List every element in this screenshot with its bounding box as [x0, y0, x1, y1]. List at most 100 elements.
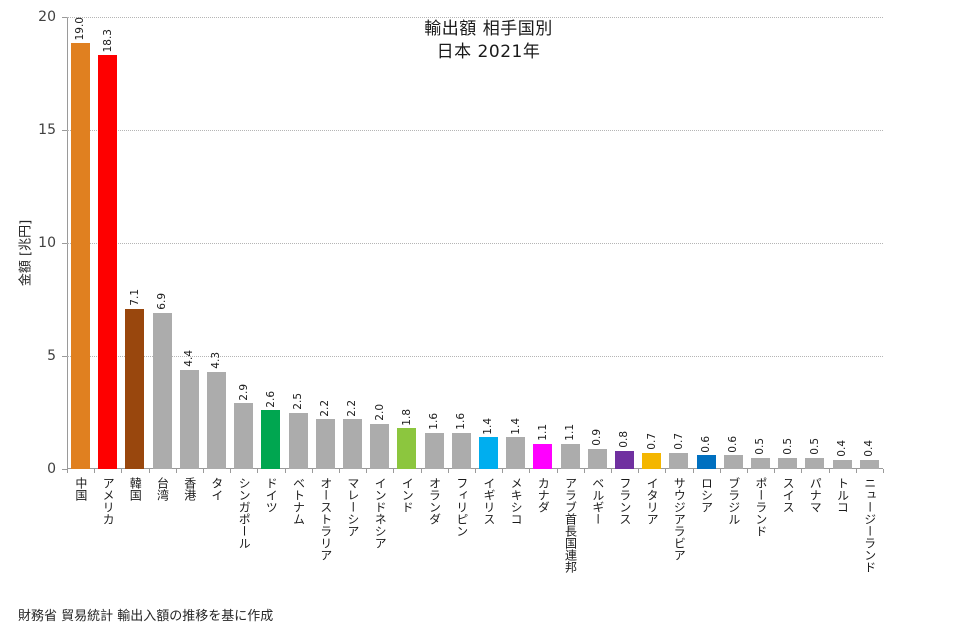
x-label-wrap: パナマ [801, 477, 828, 513]
x-tick-mark [855, 469, 857, 473]
x-category-label: 韓国 [128, 477, 143, 501]
bar-value-label: 0.4 [863, 440, 876, 457]
x-label-wrap: イタリア [638, 477, 665, 525]
bar-slot: 4.3 [203, 17, 230, 469]
x-label-wrap: トルコ [829, 477, 856, 513]
bar-slot: 2.2 [339, 17, 366, 469]
x-category-label: ポーランド [753, 477, 768, 537]
y-tick-label: 20 [38, 9, 56, 25]
bar-slot: 2.5 [285, 17, 312, 469]
bar-9 [288, 412, 308, 469]
bar-slot: 0.5 [774, 17, 801, 469]
bar-4 [152, 313, 172, 469]
x-tick-mark [529, 469, 531, 473]
bar-slot: 1.1 [557, 17, 584, 469]
bar-slot: 1.8 [393, 17, 420, 469]
bar-value-label: 0.9 [591, 428, 604, 446]
x-category-label: 香港 [182, 477, 197, 501]
x-label-wrap: ベトナム [285, 477, 312, 525]
x-label-wrap: ニュージーランド [856, 477, 883, 573]
bar-slot: 4.4 [176, 17, 203, 469]
x-label-wrap: オーストラリア [312, 477, 339, 561]
gridline-10 [67, 242, 883, 244]
bar-value-label: 19.0 [74, 17, 87, 41]
source-note: 財務省 貿易統計 輸出入額の推移を基に作成 [18, 609, 274, 624]
x-tick-mark [719, 469, 721, 473]
bar-17 [506, 437, 526, 469]
x-label-wrap: インド [393, 477, 420, 513]
bar-slot: 19.0 [67, 17, 94, 469]
bar-26 [751, 457, 771, 469]
x-tick-mark [230, 469, 232, 473]
x-category-label: 台湾 [155, 477, 170, 501]
bar-slot: 2.9 [230, 17, 257, 469]
bar-slot: 0.7 [665, 17, 692, 469]
bar-22 [642, 453, 662, 469]
bar-28 [805, 457, 825, 469]
bar-13 [397, 428, 417, 469]
bar-slot: 0.7 [638, 17, 665, 469]
plot-area: 19.0 中国 18.3 アメリカ 7.1 韓国 6.9 台湾 4.4 香港 4.3 タイ 2.9 シンガ… [62, 16, 884, 573]
bar-25 [723, 455, 743, 469]
bar-value-label: 0.4 [835, 440, 848, 457]
bar-30 [859, 459, 879, 469]
bar-24 [696, 455, 716, 469]
x-label-wrap: 韓国 [121, 477, 148, 501]
x-label-wrap: アメリカ [94, 477, 121, 525]
x-label-wrap: ロシア [693, 477, 720, 513]
x-category-label: 中国 [73, 477, 88, 501]
x-category-label: アラブ首長国連邦 [563, 477, 578, 573]
bar-slot: 1.6 [421, 17, 448, 469]
x-tick-mark [583, 469, 585, 473]
x-label-wrap: サウジアラビア [665, 477, 692, 561]
bar-value-label: 0.6 [699, 435, 712, 453]
bar-value-label: 2.6 [264, 390, 277, 408]
x-tick-mark [556, 469, 558, 473]
x-label-wrap: 中国 [67, 477, 94, 501]
bar-8 [261, 410, 281, 469]
x-label-wrap: タイ [203, 477, 230, 501]
bar-slot: 0.5 [747, 17, 774, 469]
x-category-label: アメリカ [101, 477, 116, 525]
x-label-wrap: オランダ [421, 477, 448, 525]
bar-value-label: 0.5 [808, 438, 821, 455]
bar-29 [832, 459, 852, 469]
y-tick-mark [62, 17, 67, 18]
x-category-label: インド [400, 477, 415, 513]
x-tick-mark [311, 469, 313, 473]
bar-value-label: 0.6 [727, 435, 740, 453]
x-category-label: カナダ [536, 477, 551, 513]
x-category-label: イタリア [645, 477, 660, 525]
bar-value-label: 1.4 [509, 417, 522, 435]
x-tick-mark [121, 469, 123, 473]
x-category-label: シンガポール [237, 477, 252, 549]
x-category-label: フィリピン [454, 477, 469, 537]
x-category-label: インドネシア [373, 477, 388, 549]
y-tick-mark [62, 356, 67, 357]
y-tick-mark [62, 469, 67, 470]
bar-value-label: 0.7 [645, 433, 658, 451]
x-label-wrap: 台湾 [149, 477, 176, 501]
x-category-label: ロシア [699, 477, 714, 513]
x-label-wrap: アラブ首長国連邦 [557, 477, 584, 573]
x-axis-line [67, 468, 883, 469]
x-category-label: ベトナム [291, 477, 306, 525]
x-label-wrap: シンガポール [230, 477, 257, 549]
x-tick-mark [94, 469, 96, 473]
x-tick-mark [203, 469, 204, 473]
bar-slot: 1.1 [529, 17, 556, 469]
x-label-wrap: メキシコ [502, 477, 529, 525]
x-tick-mark [828, 469, 830, 473]
x-tick-mark [692, 469, 694, 473]
bar-value-label: 1.1 [536, 424, 549, 442]
x-tick-mark [801, 469, 803, 473]
x-label-wrap: カナダ [529, 477, 556, 513]
y-tick-mark [62, 130, 67, 131]
x-category-label: ベルギー [590, 477, 605, 525]
x-tick-mark [257, 469, 259, 473]
bar-1 [71, 43, 91, 469]
gridline-20 [67, 16, 883, 18]
x-tick-mark [638, 469, 640, 473]
x-label-wrap: フランス [611, 477, 638, 525]
